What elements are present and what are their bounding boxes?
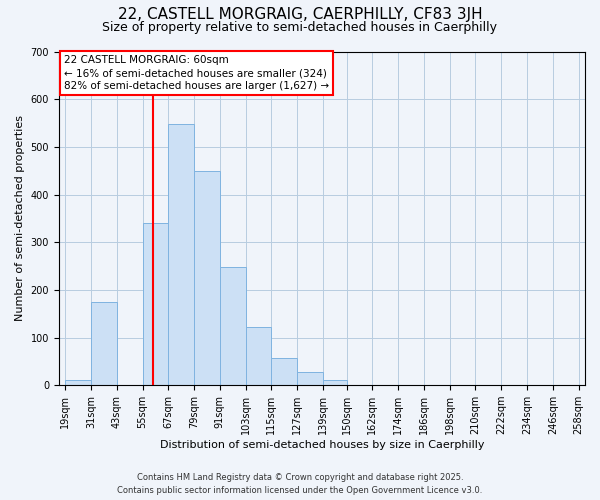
Bar <box>297 372 323 385</box>
Y-axis label: Number of semi-detached properties: Number of semi-detached properties <box>15 116 25 322</box>
Bar <box>245 326 271 385</box>
X-axis label: Distribution of semi-detached houses by size in Caerphilly: Distribution of semi-detached houses by … <box>160 440 484 450</box>
Text: 22 CASTELL MORGRAIG: 60sqm
← 16% of semi-detached houses are smaller (324)
82% o: 22 CASTELL MORGRAIG: 60sqm ← 16% of semi… <box>64 55 329 91</box>
Bar <box>143 223 169 385</box>
Text: Size of property relative to semi-detached houses in Caerphilly: Size of property relative to semi-detach… <box>103 21 497 34</box>
Bar <box>323 380 347 385</box>
Bar <box>91 302 117 385</box>
Bar <box>169 124 194 385</box>
Text: 22, CASTELL MORGRAIG, CAERPHILLY, CF83 3JH: 22, CASTELL MORGRAIG, CAERPHILLY, CF83 3… <box>118 8 482 22</box>
Bar <box>271 358 297 385</box>
Bar <box>194 170 220 385</box>
Bar <box>220 268 245 385</box>
Bar <box>65 380 91 385</box>
Text: Contains HM Land Registry data © Crown copyright and database right 2025.
Contai: Contains HM Land Registry data © Crown c… <box>118 474 482 495</box>
